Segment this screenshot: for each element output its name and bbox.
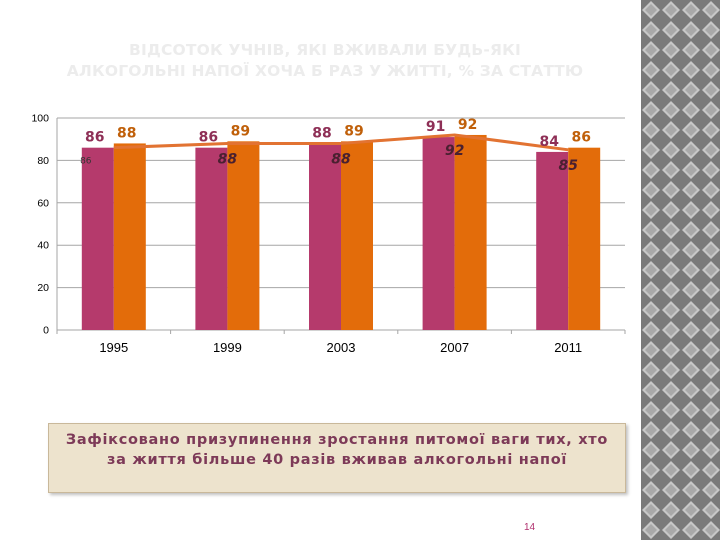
note-text: Зафіксовано призупинення зростання питом… [65, 432, 609, 468]
bar-value-label: 89 [344, 123, 363, 139]
y-tick-label: 20 [37, 282, 49, 294]
bar-series1 [309, 143, 341, 330]
title-line-1: ВІДСОТОК УЧНІВ, ЯКІ ВЖИВАЛИ БУДЬ-ЯКІ [128, 41, 522, 59]
bar-value-label: 91 [426, 119, 445, 135]
bar-value-label: 84 [539, 134, 559, 150]
line-value-label: 86 [80, 157, 92, 167]
bar-series2 [227, 141, 260, 330]
y-tick-label: 80 [37, 155, 49, 167]
bar-series2 [113, 143, 146, 330]
bar-value-label: 86 [199, 130, 218, 146]
x-category-label: 1995 [99, 340, 128, 355]
line-value-label: 85 [558, 158, 578, 174]
bar-value-label: 86 [571, 130, 590, 146]
bar-value-label: 88 [117, 125, 136, 141]
trend-line [113, 133, 569, 152]
note-box: Зафіксовано призупинення зростання питом… [48, 423, 626, 493]
bar-value-label: 92 [458, 117, 477, 133]
bar-series1 [536, 151, 569, 330]
side-pattern-decoration [641, 0, 720, 540]
bar-series2 [568, 147, 601, 330]
page-number: 14 [524, 522, 536, 533]
x-category-label: 1999 [213, 340, 242, 355]
line-value-label: 88 [218, 151, 238, 167]
y-tick-label: 100 [31, 113, 49, 125]
x-category-label: 2011 [554, 340, 582, 355]
y-tick-label: 40 [37, 240, 49, 252]
title-line-2: АЛКОГОЛЬНІ НАПОЇ ХОЧА Б РАЗ У ЖИТТІ, % З… [66, 62, 584, 80]
x-category-label: 2007 [440, 340, 469, 355]
bar-series1 [81, 147, 114, 330]
line-value-label: 92 [445, 143, 464, 159]
line-value-label: 88 [331, 151, 351, 167]
bar-value-label: 88 [312, 125, 331, 141]
y-tick-label: 0 [43, 325, 49, 337]
y-tick-label: 60 [37, 197, 49, 209]
bar-series2 [341, 141, 373, 330]
bar-series1 [195, 147, 228, 330]
slide-title: ВІДСОТОК УЧНІВ, ЯКІ ВЖИВАЛИ БУДЬ-ЯКІ АЛК… [0, 40, 650, 82]
bar-value-label: 86 [85, 130, 104, 146]
x-category-label: 2003 [327, 340, 356, 355]
bar-series1 [422, 137, 455, 330]
bar-series2 [454, 134, 487, 330]
bar-value-label: 89 [231, 123, 250, 139]
